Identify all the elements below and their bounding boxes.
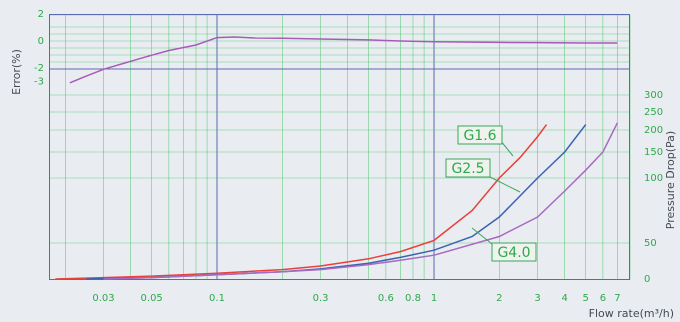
error-tick-label: 0: [38, 36, 44, 47]
x-tick-label: 0.6: [378, 293, 394, 304]
plot-frame: [49, 14, 630, 280]
tick-labels: 0.03 0.05 0.1 0.3 0.6 0.8 1 2 3 4 5 6 7 2 0 -2 -3 0 50 100 1…: [34, 9, 663, 304]
label-box-g4-0: [491, 242, 537, 262]
pressure-series-line-g4-0: [103, 122, 619, 280]
x-tick-label: 2: [496, 293, 502, 304]
error-axis-title: Error(%): [10, 49, 23, 95]
pressure-axis-title: Pressure Drop(Pa): [664, 131, 677, 229]
x-tick-label: 0.1: [209, 293, 225, 304]
x-tick-label: 6: [600, 293, 606, 304]
pressure-tick-label: 300: [644, 90, 663, 101]
leader-line-g4-0: [471, 227, 493, 245]
pressure-tick-label: 250: [644, 107, 663, 118]
series-label-g4-0: G4.0: [497, 245, 530, 261]
series-lines: [55, 36, 619, 280]
error-tick-label: -2: [34, 63, 44, 74]
pressure-tick-label: 0: [644, 274, 650, 285]
x-tick-label: 7: [614, 293, 620, 304]
x-tick-label: 0.8: [405, 293, 421, 304]
x-tick-label: 3: [534, 293, 540, 304]
error-tick-label: 2: [38, 9, 44, 20]
x-tick-label: 0.05: [141, 293, 163, 304]
series-labels: G1.6 G2.5 G4.0: [445, 125, 537, 262]
pressure-tick-label: 150: [644, 147, 663, 158]
x-tick-label: 0.3: [313, 293, 329, 304]
x-axis-title: Flow rate(m³/h): [589, 307, 674, 320]
pressure-tick-label: 100: [644, 173, 663, 184]
x-tick-label: 5: [583, 293, 589, 304]
pressure-tick-label: 50: [644, 238, 657, 249]
leader-line-g2-5: [489, 176, 521, 193]
x-tick-label: 0.03: [92, 293, 114, 304]
x-tick-label: 4: [561, 293, 567, 304]
label-box-g1-6: [457, 125, 503, 145]
error-tick-label: -3: [34, 77, 44, 88]
pressure-tick-label: 200: [644, 125, 663, 136]
error-series-line: [69, 36, 618, 84]
series-label-g2-5: G2.5: [451, 161, 484, 177]
series-label-g1-6: G1.6: [463, 128, 496, 144]
x-tick-label: 1: [431, 293, 437, 304]
grid-lines: [50, 14, 631, 280]
label-box-g2-5: [445, 158, 491, 178]
pressure-series-line-g1-6: [55, 124, 548, 280]
